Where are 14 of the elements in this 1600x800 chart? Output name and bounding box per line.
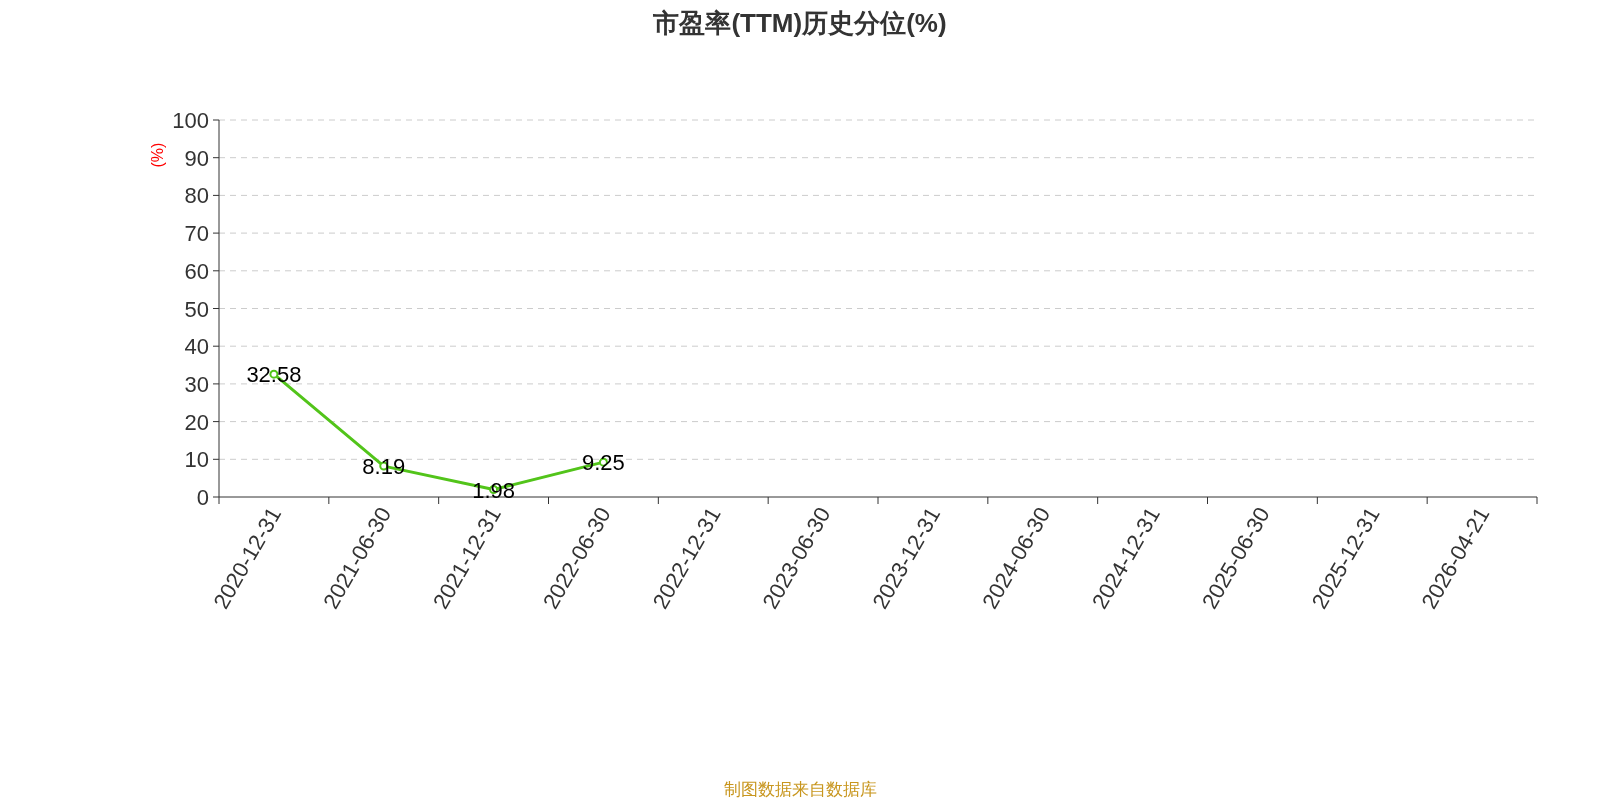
- y-tick-label: 70: [184, 221, 209, 247]
- y-tick-label: 90: [184, 145, 209, 171]
- y-tick-label: 20: [184, 409, 209, 435]
- y-tick-label: 60: [184, 258, 209, 284]
- y-tick-label: 40: [184, 334, 209, 360]
- text: 制图数据来自数据库: [723, 780, 877, 799]
- y-tick-label: 30: [184, 371, 209, 397]
- y-tick-label: 50: [184, 296, 209, 322]
- y-tick-label: 100: [172, 108, 209, 133]
- y-tick-label: 10: [184, 447, 209, 473]
- chart-title: 市盈率(TTM)历史分位(%): [652, 8, 947, 38]
- y-axis-title: (%): [149, 142, 166, 168]
- y-tick-label: 0: [196, 485, 209, 510]
- y-tick-label: 80: [184, 183, 209, 209]
